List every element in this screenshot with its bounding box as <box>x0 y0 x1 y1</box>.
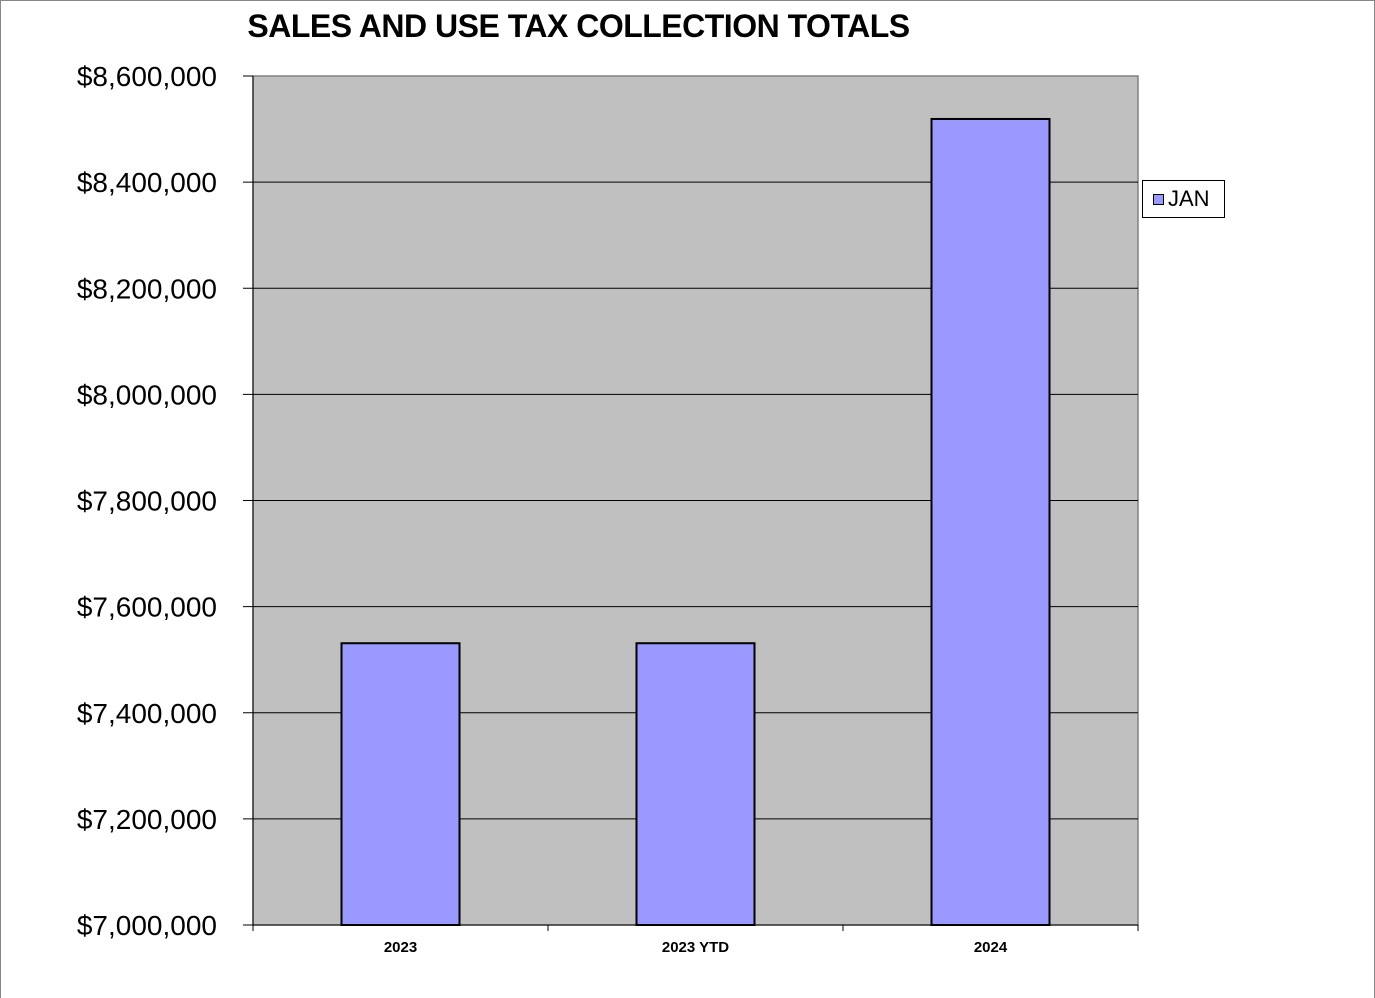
y-tick-label: $7,600,000 <box>77 592 217 623</box>
x-tick-label: 2023 <box>384 939 417 956</box>
y-tick-label: $8,200,000 <box>77 273 217 304</box>
chart-title: SALES AND USE TAX COLLECTION TOTALS <box>247 8 910 44</box>
y-tick-label: $7,400,000 <box>77 698 217 729</box>
y-tick-label: $7,200,000 <box>77 804 217 835</box>
legend: JAN <box>1142 180 1225 218</box>
y-tick-label: $7,800,000 <box>77 486 217 517</box>
bar-2023 <box>340 642 461 926</box>
y-tick-label: $8,600,000 <box>77 61 217 92</box>
bar-2023-ytd <box>635 642 756 926</box>
legend-swatch-jan <box>1153 193 1164 205</box>
y-tick-label: $8,000,000 <box>77 379 217 410</box>
y-tick-label: $8,400,000 <box>77 167 217 198</box>
x-tick-label: 2024 <box>974 939 1008 956</box>
legend-label-jan: JAN <box>1168 186 1210 211</box>
bar-2024 <box>930 117 1051 926</box>
x-tick-label: 2023 YTD <box>662 939 729 956</box>
y-tick-label: $7,000,000 <box>77 910 217 941</box>
